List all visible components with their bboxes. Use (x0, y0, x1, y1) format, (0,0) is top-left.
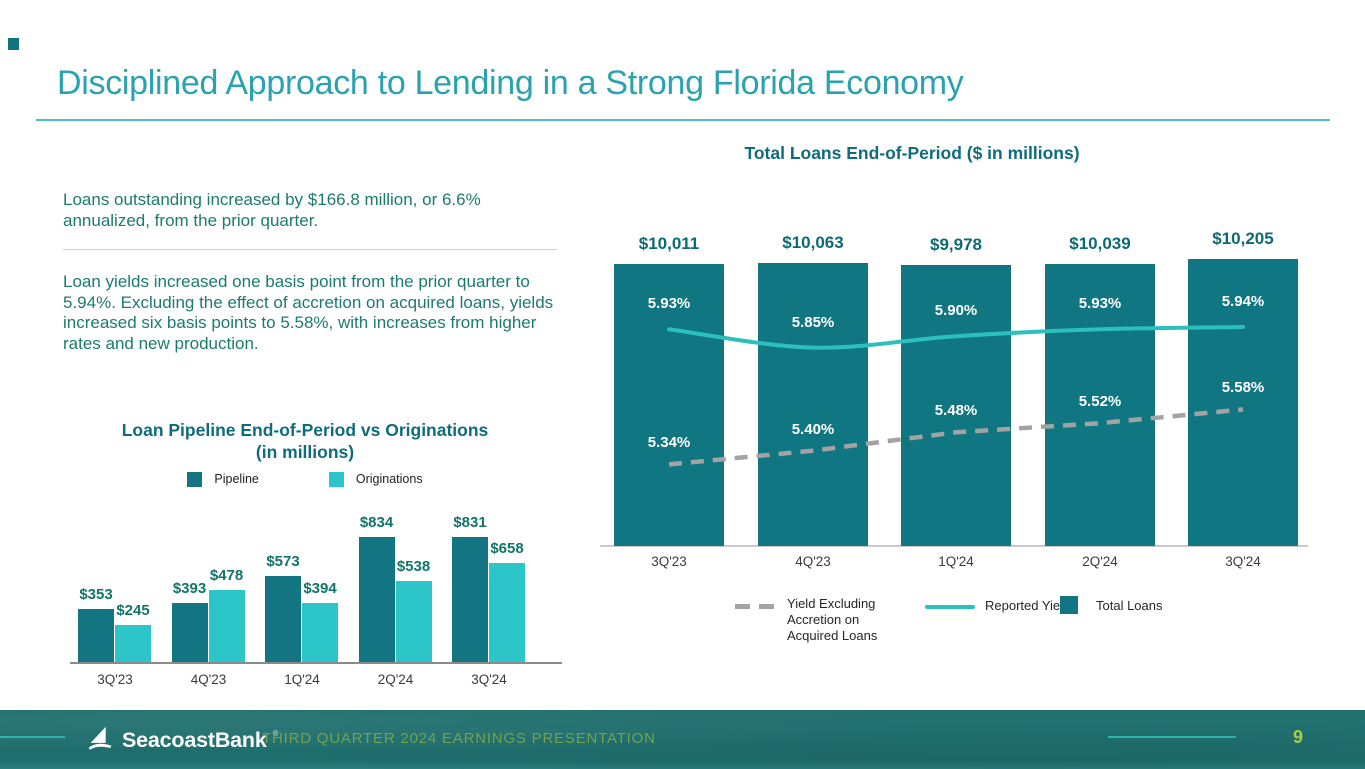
footer: SeacoastBank ® THIRD QUARTER 2024 EARNIN… (0, 710, 1365, 769)
paragraph-divider (63, 249, 557, 250)
pipeline-value-label-3Q'24: $831 (453, 514, 487, 532)
reported-yield-label-2Q'24: 5.93% (1078, 295, 1122, 313)
logo-text: SeacoastBank (122, 727, 267, 752)
yield-excluding-accretion-legend-label: Yield Excluding Accretion on Acquired Lo… (787, 596, 878, 643)
pipeline-legend-label: Pipeline (214, 472, 259, 486)
originations-bar-3Q'23 (115, 625, 151, 662)
pipeline-bar-3Q'24 (452, 537, 488, 662)
page-number: 9 (1292, 727, 1303, 747)
pipeline-bar-4Q'23 (171, 603, 208, 662)
pipeline-value-label-3Q'23: $353 (79, 586, 113, 604)
page-title: Disciplined Approach to Lending in a Str… (57, 64, 964, 102)
footer-right-accent-line (1108, 736, 1236, 738)
total-loans-chart-legend: Yield Excluding Accretion on Acquired Lo… (595, 596, 1315, 658)
pipeline-bar-1Q'24 (265, 576, 301, 662)
pipeline-value-label-2Q'24: $834 (359, 513, 394, 531)
originations-value-label-3Q'24: $658 (490, 540, 524, 558)
footer-caption: THIRD QUARTER 2024 EARNINGS PRESENTATION (262, 730, 656, 747)
originations-value-label-4Q'23: $478 (209, 567, 244, 585)
total-loans-bar-2Q'24 (1045, 263, 1155, 546)
reported-yield-legend-label: Reported Yield (985, 598, 1071, 613)
reported-yield-label-1Q'24: 5.90% (934, 302, 978, 320)
total-loans-value-label-2Q'24: $10,039 (1069, 233, 1131, 253)
total-loans-legend-swatch (1060, 596, 1078, 614)
originations-value-label-2Q'24: $538 (396, 558, 431, 576)
pipeline-chart-title-line2: (in millions) (255, 442, 355, 462)
reported-yield-legend-swatch (925, 605, 975, 609)
logo-trademark: ® (272, 729, 279, 738)
pipeline-value-label-1Q'24: $573 (266, 553, 300, 571)
total-loans-x-label-4Q'23: 4Q'23 (795, 554, 831, 569)
yield-excluding-accretion-line (668, 407, 1244, 467)
pipeline-x-axis-line (70, 662, 562, 664)
originations-bar-3Q'24 (489, 563, 525, 662)
pipeline-chart-title-line1: Loan Pipeline End-of-Period vs Originati… (121, 420, 489, 440)
reported-yield-label-3Q'23: 5.93% (647, 295, 691, 313)
pipeline-legend-swatch (187, 471, 203, 487)
pipeline-x-label-3Q'23: 3Q'23 (97, 672, 133, 687)
total-loans-value-label-3Q'23: $10,011 (638, 234, 700, 254)
total-loans-bar-1Q'24 (901, 265, 1011, 546)
pipeline-chart-plot: $353 $245 3Q'23 $393 $478 4Q'23 $573 $394 1Q'24 $… (60, 500, 570, 695)
reported-yield-line (667, 325, 1245, 350)
accent-square (8, 38, 19, 50)
total-loans-chart-plot: $10,011 3Q'23 $10,063 4Q'23 $9,978 1Q'24 $10,0… (595, 229, 1315, 575)
reported-yield-label-3Q'24: 5.94% (1221, 293, 1265, 310)
total-loans-bar-3Q'23 (614, 264, 724, 546)
originations-value-label-3Q'23: $245 (116, 602, 150, 620)
originations-legend-swatch (328, 471, 344, 487)
pipeline-value-label-4Q'23: $393 (172, 580, 207, 598)
originations-bar-1Q'24 (302, 602, 338, 662)
total-loans-bar-4Q'23 (758, 262, 868, 546)
pipeline-chart-legend: Pipeline Originations (60, 470, 550, 488)
pipeline-x-label-4Q'23: 4Q'23 (190, 672, 227, 687)
pipeline-x-label-1Q'24: 1Q'24 (284, 672, 320, 687)
total-loans-x-axis-line (600, 545, 1308, 547)
pipeline-chart-title: Loan Pipeline End-of-Period vs Originati… (60, 419, 550, 463)
pipeline-x-label-3Q'24: 3Q'24 (471, 672, 507, 687)
yield-excluding-label-4Q'23: 5.40% (791, 420, 835, 438)
originations-value-label-1Q'24: $394 (303, 579, 337, 597)
total-loans-x-label-1Q'24: 1Q'24 (938, 554, 974, 569)
yield-excluding-label-3Q'23: 5.34% (647, 434, 691, 452)
total-loans-x-label-3Q'23: 3Q'23 (651, 554, 687, 569)
yield-excluding-label-3Q'24: 5.58% (1221, 379, 1265, 397)
originations-bar-2Q'24 (395, 581, 432, 662)
yield-excluding-accretion-legend-swatch (735, 604, 774, 609)
total-loans-value-label-4Q'23: $10,063 (782, 232, 844, 252)
body-paragraph-loan-yields: Loan yields increased one basis point fr… (63, 272, 554, 353)
total-loans-chart-title: Total Loans End-of-Period ($ in millions… (744, 143, 1080, 163)
pipeline-x-label-2Q'24: 2Q'24 (377, 672, 414, 687)
footer-left-accent-line (0, 736, 65, 738)
sail-icon (88, 726, 112, 750)
body-paragraph-loans-outstanding: Loans outstanding increased by $166.8 mi… (63, 190, 481, 230)
originations-bar-4Q'23 (208, 590, 245, 662)
total-loans-legend-label: Total Loans (1096, 598, 1163, 613)
originations-legend-label: Originations (355, 472, 423, 486)
pipeline-bar-3Q'23 (78, 609, 114, 662)
reported-yield-label-4Q'23: 5.85% (791, 313, 835, 331)
yield-excluding-label-1Q'24: 5.48% (934, 402, 978, 420)
total-loans-x-label-3Q'24: 3Q'24 (1225, 554, 1261, 569)
total-loans-x-label-2Q'24: 2Q'24 (1082, 554, 1118, 569)
pipeline-bar-2Q'24 (358, 536, 395, 662)
total-loans-value-label-3Q'24: $10,205 (1212, 229, 1274, 248)
seacoast-bank-logo: SeacoastBank ® (86, 720, 278, 760)
total-loans-bar-3Q'24 (1188, 259, 1298, 546)
yield-excluding-label-2Q'24: 5.52% (1078, 393, 1122, 411)
total-loans-value-label-1Q'24: $9,978 (930, 235, 982, 255)
yield-lines (667, 325, 1245, 467)
title-divider (36, 119, 1330, 121)
